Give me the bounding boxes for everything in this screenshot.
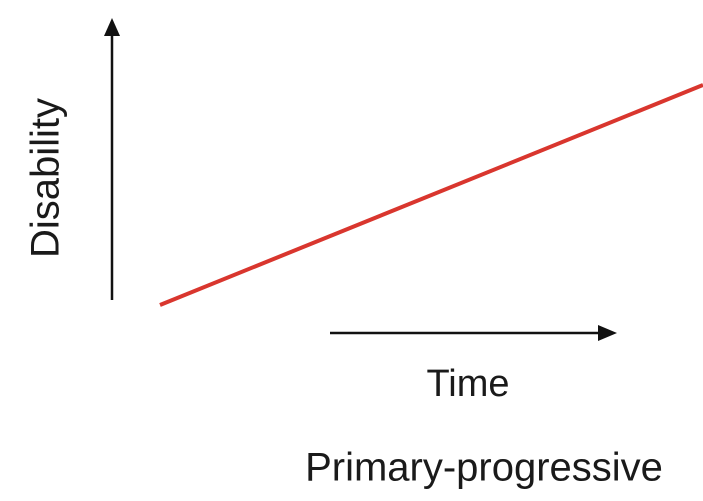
horizontal-arrowhead (598, 325, 617, 341)
progression-line (159, 83, 703, 307)
y-axis-label: Disability (24, 98, 68, 258)
vertical-arrowhead (104, 18, 120, 36)
caption: Primary-progressive (305, 446, 663, 490)
x-axis-label: Time (426, 363, 509, 405)
